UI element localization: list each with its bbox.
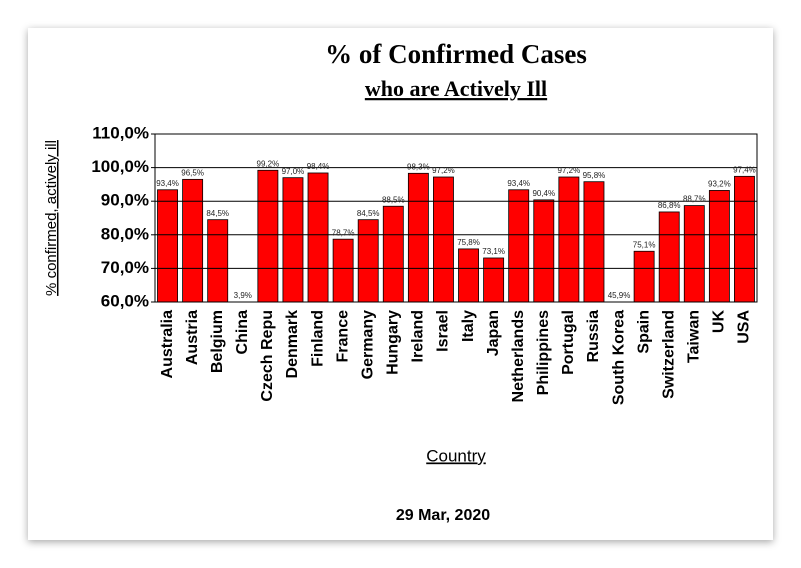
- y-tick-label: 100,0%: [91, 157, 149, 176]
- value-label: 88,7%: [683, 195, 706, 204]
- bar: [708, 190, 730, 302]
- bar: [558, 176, 580, 302]
- bars: [157, 169, 755, 302]
- value-label: 3,9%: [234, 291, 252, 300]
- bar: [533, 199, 555, 302]
- bar: [157, 189, 178, 302]
- bar: [282, 177, 304, 302]
- bar: [182, 178, 204, 302]
- bar: [583, 181, 605, 302]
- value-label: 99,2%: [257, 159, 280, 168]
- bar: [508, 189, 530, 302]
- value-label: 88,5%: [382, 195, 405, 204]
- value-label: 97,2%: [558, 166, 581, 175]
- value-label: 98,4%: [307, 162, 330, 171]
- x-tick-label: Germany: [359, 310, 376, 379]
- x-tick-label: Switzerland: [660, 310, 677, 399]
- value-label: 97,4%: [733, 165, 756, 174]
- value-label: 90,4%: [532, 189, 555, 198]
- value-label: 96,5%: [181, 168, 204, 177]
- x-tick-label: Denmark: [284, 310, 301, 379]
- x-tick-label: Philippines: [535, 310, 552, 395]
- y-tick-label: 90,0%: [101, 191, 149, 210]
- value-label: 93,4%: [156, 179, 179, 188]
- y-tick-label: 110,0%: [92, 123, 149, 142]
- bar: [357, 219, 379, 302]
- x-tick-label: USA: [736, 310, 753, 344]
- x-tick-label: Netherlands: [510, 310, 527, 403]
- x-tick-label: Taiwan: [686, 310, 703, 363]
- value-label: 93,2%: [708, 180, 731, 189]
- x-tick-label: Israel: [435, 310, 452, 352]
- bar: [207, 219, 229, 302]
- x-tick-label: Austria: [184, 310, 201, 365]
- value-label: 45,9%: [608, 291, 631, 300]
- value-label: 84,5%: [357, 209, 380, 218]
- bar: [458, 248, 479, 302]
- value-label: 84,5%: [206, 209, 229, 218]
- x-axis-label: Country: [426, 446, 486, 465]
- x-tick-label: Finland: [309, 310, 326, 367]
- x-tick-label: Czech Repu: [259, 310, 276, 402]
- x-tick-label: Spain: [635, 310, 652, 354]
- x-tick-label: Hungary: [385, 310, 402, 375]
- bar: [332, 238, 354, 302]
- chart-subtitle: who are Actively Ill: [365, 76, 547, 101]
- value-label: 98,3%: [407, 162, 430, 171]
- bar: [683, 205, 705, 302]
- value-label: 93,4%: [507, 179, 530, 188]
- x-tick-label: UK: [711, 310, 728, 334]
- bar: [257, 169, 279, 302]
- value-label: 75,1%: [633, 240, 656, 249]
- y-tick-label: 80,0%: [101, 224, 149, 243]
- value-label: 73,1%: [482, 247, 505, 256]
- bar: [734, 175, 755, 302]
- value-label: 97,0%: [282, 167, 305, 176]
- x-tick-label: Russia: [585, 310, 602, 363]
- x-tick-label: Portugal: [560, 310, 577, 375]
- value-label: 97,2%: [432, 166, 455, 175]
- x-tick-label: South Korea: [610, 310, 627, 405]
- chart-title: % of Confirmed Cases: [325, 39, 587, 69]
- bar: [407, 172, 429, 302]
- value-label: 86,8%: [658, 201, 681, 210]
- x-tick-label: Italy: [460, 310, 477, 342]
- y-axis-label: % confirmed, actively ill: [43, 140, 60, 296]
- x-tick-label: France: [334, 310, 351, 363]
- bar: [633, 250, 655, 302]
- y-tick-label: 60,0%: [101, 291, 149, 310]
- x-tick-label: Ireland: [410, 310, 427, 362]
- value-label: 75,8%: [457, 238, 480, 247]
- value-label: 78,7%: [332, 228, 355, 237]
- date: 29 Mar, 2020: [396, 507, 490, 524]
- x-tick-label: China: [234, 310, 251, 355]
- x-tick-label: Belgium: [209, 310, 226, 373]
- x-tick-label: Australia: [159, 310, 176, 379]
- bar: [307, 172, 329, 302]
- bar: [658, 211, 680, 302]
- bar: [433, 176, 454, 302]
- x-tick-label: Japan: [485, 310, 502, 356]
- value-label: 95,8%: [583, 171, 606, 180]
- bar: [382, 205, 404, 302]
- y-tick-label: 70,0%: [101, 258, 149, 277]
- bar: [483, 257, 505, 302]
